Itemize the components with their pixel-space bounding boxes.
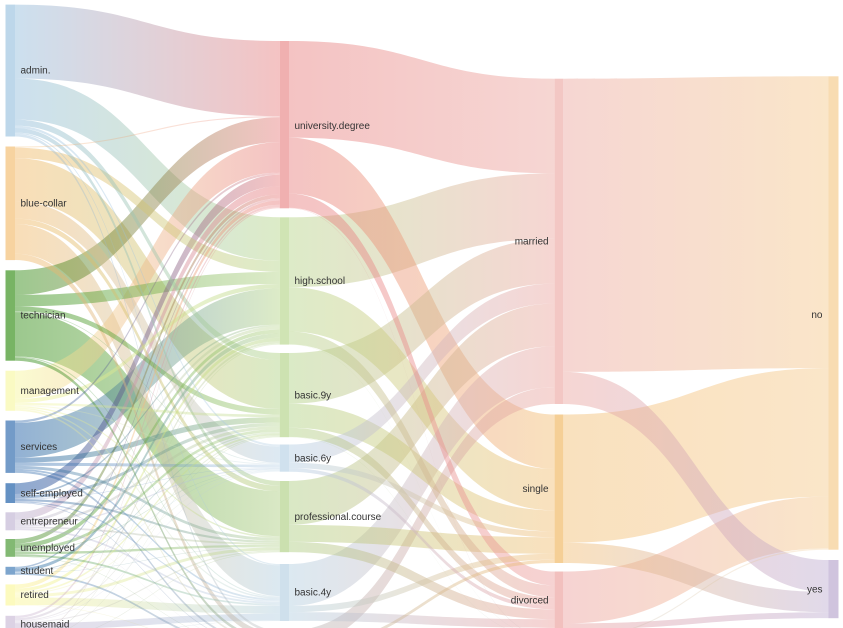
svg-text:single: single [522, 484, 549, 495]
svg-text:basic.4y: basic.4y [295, 588, 332, 599]
svg-text:basic.9y: basic.9y [295, 390, 332, 401]
svg-text:technician: technician [21, 311, 66, 322]
svg-text:blue-collar: blue-collar [21, 199, 68, 210]
svg-text:unemployed: unemployed [21, 543, 75, 554]
svg-text:management: management [21, 386, 80, 397]
svg-text:retired: retired [21, 590, 49, 601]
svg-text:admin.: admin. [21, 66, 51, 77]
svg-text:high.school: high.school [295, 276, 346, 287]
svg-text:basic.6y: basic.6y [295, 453, 332, 464]
svg-text:services: services [21, 442, 58, 453]
svg-text:self-employed: self-employed [21, 488, 83, 499]
svg-text:professional.course: professional.course [295, 512, 382, 523]
svg-text:no: no [811, 310, 823, 321]
svg-text:university.degree: university.degree [295, 121, 371, 132]
svg-text:housemaid: housemaid [21, 620, 70, 628]
svg-text:entrepreneur: entrepreneur [21, 517, 79, 528]
svg-text:yes: yes [807, 584, 823, 595]
svg-text:married: married [515, 237, 549, 248]
svg-text:divorced: divorced [511, 596, 549, 607]
svg-text:student: student [21, 566, 54, 577]
